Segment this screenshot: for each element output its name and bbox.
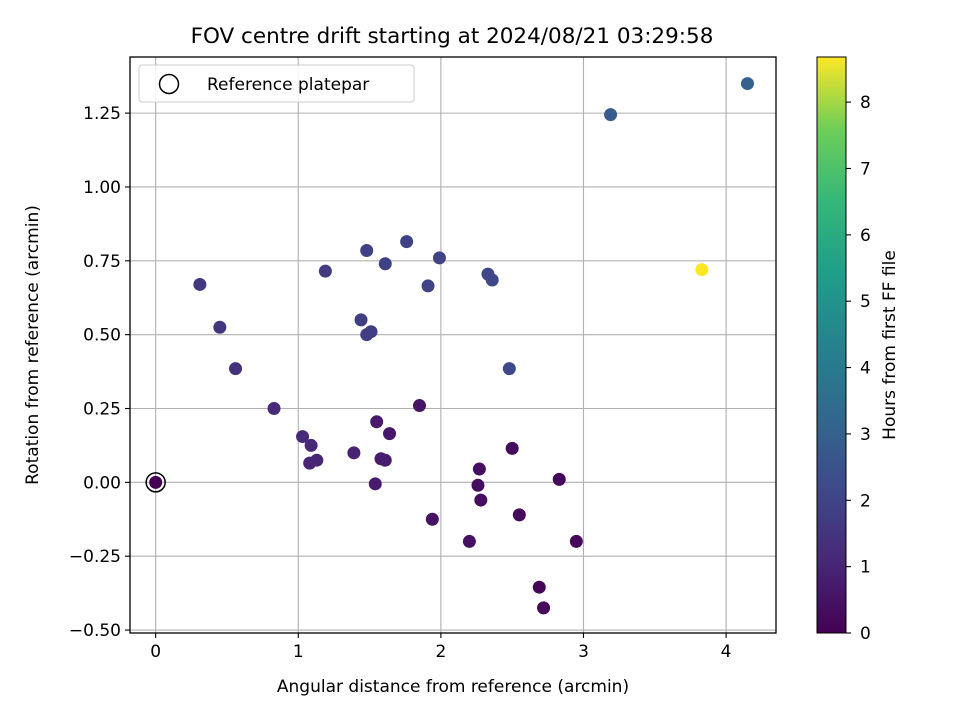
data-point xyxy=(472,462,486,476)
x-tick-label: 4 xyxy=(721,642,732,662)
colorbar-tick-label: 0 xyxy=(860,624,871,644)
y-tick-label: 0.00 xyxy=(83,473,121,493)
plot-frame xyxy=(129,56,777,634)
data-point xyxy=(347,446,361,460)
grid-lines xyxy=(130,57,776,633)
data-point xyxy=(378,257,392,271)
data-point xyxy=(370,415,384,429)
data-point xyxy=(304,438,318,452)
y-tick-label: −0.50 xyxy=(69,621,121,641)
colorbar-tick-label: 8 xyxy=(860,93,871,113)
data-point xyxy=(267,402,281,416)
data-point xyxy=(505,441,519,455)
colorbar-tick-label: 5 xyxy=(860,292,871,312)
data-point xyxy=(421,279,435,293)
x-tick-label: 3 xyxy=(578,642,589,662)
y-tick-label: −0.25 xyxy=(69,547,121,567)
data-point xyxy=(400,235,414,249)
y-tick-label: 0.25 xyxy=(83,400,121,420)
colorbar-label: Hours from first FF file xyxy=(880,250,900,440)
data-points xyxy=(149,77,754,615)
data-point xyxy=(740,77,754,91)
colorbar-tick-label: 7 xyxy=(860,159,871,179)
data-point xyxy=(552,472,566,486)
data-point xyxy=(354,313,368,327)
data-point xyxy=(368,477,382,491)
data-point xyxy=(378,453,392,467)
colorbar-tick-label: 6 xyxy=(860,226,871,246)
data-point xyxy=(485,273,499,287)
data-point xyxy=(229,362,243,376)
colorbar-tick-label: 2 xyxy=(860,491,871,511)
data-point xyxy=(695,263,709,277)
y-tick-label: 0.75 xyxy=(83,252,121,272)
x-axis-ticks: 0 1 2 3 4 xyxy=(150,633,732,662)
reference-marker-layer xyxy=(145,472,166,493)
data-point xyxy=(149,475,163,489)
colorbar-tick-label: 1 xyxy=(860,558,871,578)
legend-marker-reference xyxy=(158,73,180,95)
data-point xyxy=(383,427,397,441)
data-point xyxy=(360,243,374,257)
colorbar-tick-label: 4 xyxy=(860,359,871,379)
data-point xyxy=(425,512,439,526)
legend-label-reference: Reference platepar xyxy=(207,75,369,95)
legend: Reference platepar xyxy=(138,64,415,103)
data-point xyxy=(474,493,488,507)
data-point xyxy=(502,362,516,376)
y-axis-ticks: −0.50 −0.25 0.00 0.25 0.50 0.75 1.00 1.25 xyxy=(69,104,130,641)
data-point xyxy=(471,478,485,492)
x-tick-label: 0 xyxy=(150,642,161,662)
reference-platepar-marker xyxy=(145,472,166,493)
x-axis-label: Angular distance from reference (arcmin) xyxy=(277,677,629,697)
data-point xyxy=(432,251,446,265)
data-point xyxy=(193,277,207,291)
data-point xyxy=(213,320,227,334)
data-point xyxy=(537,601,551,615)
data-point xyxy=(303,456,317,470)
x-tick-label: 1 xyxy=(293,642,304,662)
y-tick-label: 0.50 xyxy=(83,326,121,346)
data-point xyxy=(296,430,310,444)
data-point xyxy=(569,534,583,548)
data-point xyxy=(412,399,426,413)
colorbar: 0 1 2 3 4 5 6 7 8 Hours from first FF file xyxy=(816,56,900,644)
data-point xyxy=(364,325,378,339)
data-point xyxy=(532,580,546,594)
x-tick-label: 2 xyxy=(435,642,446,662)
legend-box xyxy=(138,64,415,103)
data-point xyxy=(318,264,332,278)
data-point xyxy=(604,108,618,122)
y-axis-label: Rotation from reference (arcmin) xyxy=(23,205,43,485)
data-point xyxy=(512,508,526,522)
y-tick-label: 1.00 xyxy=(83,178,121,198)
chart-title: FOV centre drift starting at 2024/08/21 … xyxy=(191,24,714,49)
colorbar-tick-label: 3 xyxy=(860,425,871,445)
y-tick-label: 1.25 xyxy=(83,104,121,124)
colorbar-ticks: 0 1 2 3 4 5 6 7 8 xyxy=(846,93,871,644)
data-point xyxy=(462,534,476,548)
colorbar-gradient xyxy=(816,56,847,634)
